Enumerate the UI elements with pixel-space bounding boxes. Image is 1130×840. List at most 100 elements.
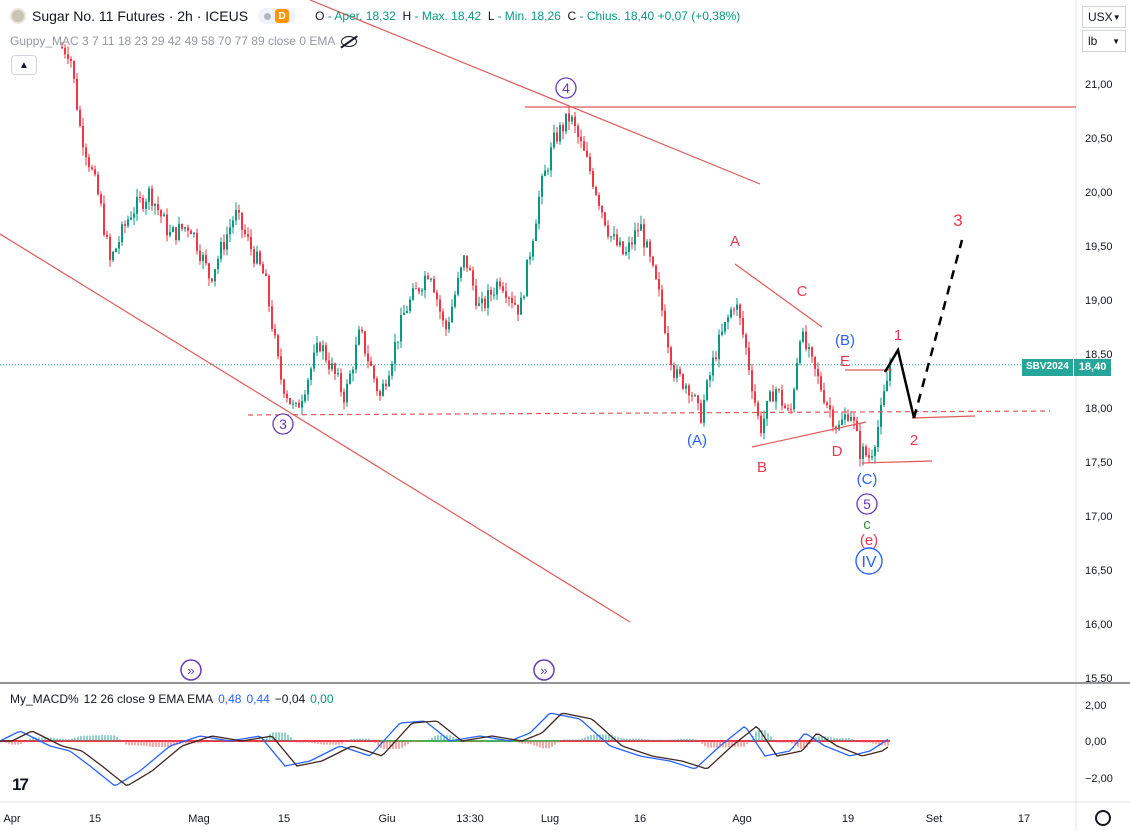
candle-body (100, 194, 102, 204)
candle-body (787, 408, 789, 410)
collapse-legend-button[interactable]: ▲ (11, 55, 37, 75)
price-tick-label: 20,00 (1085, 187, 1113, 199)
candle-body (649, 241, 651, 257)
candle-body (238, 210, 240, 213)
event-marker-glyph: » (540, 663, 547, 678)
candle-body (487, 289, 489, 308)
candle-body (613, 234, 615, 237)
candle-body (166, 214, 168, 236)
candle-body (562, 125, 564, 132)
candle-body (505, 291, 507, 298)
macd-legend[interactable]: My_MACD% 12 26 close 9 EMA EMA 0,48 0,44… (10, 692, 334, 706)
candle-body (61, 46, 63, 49)
candle-body (457, 277, 459, 295)
candle-body (784, 405, 786, 409)
candle-body (544, 170, 546, 177)
candle-body (601, 206, 603, 213)
candle-body (568, 113, 570, 122)
candle-body (178, 223, 180, 241)
candle-body (535, 223, 537, 241)
candle-body (496, 281, 498, 295)
candle-body (319, 342, 321, 352)
guppy-indicator-legend[interactable]: Guppy_MAC 3 7 11 18 23 29 42 49 58 70 77… (10, 34, 358, 48)
candle-body (481, 298, 483, 304)
candle-body (553, 132, 555, 148)
candle-body (463, 255, 465, 268)
candle-body (262, 264, 264, 274)
candle-body (652, 256, 654, 266)
candle-body (796, 363, 798, 390)
candle-body (832, 409, 834, 427)
candle-body (220, 241, 222, 259)
candle-body (691, 395, 693, 397)
candle-body (709, 375, 711, 381)
candle-body (130, 217, 132, 220)
candle-body (430, 278, 432, 280)
candle-body (550, 147, 552, 171)
candle-body (799, 341, 801, 364)
ohlc-values: O - Aper. 18,32 H - Max. 18,42 L - Min. … (315, 9, 741, 23)
symbol-title[interactable]: Sugar No. 11 Futures · 2h · ICEUS (32, 8, 249, 24)
candle-body (175, 227, 177, 241)
currency-select[interactable]: USX ▼ (1082, 6, 1126, 28)
price-tick-label: 18,50 (1085, 349, 1113, 361)
candle-body (64, 48, 66, 55)
candle-body (427, 275, 429, 280)
candle-body (442, 311, 444, 321)
price-tick-label: 21,00 (1085, 79, 1113, 91)
candle-body (145, 201, 147, 209)
candle-body (841, 419, 843, 425)
candle-body (367, 353, 369, 362)
candle-body (526, 259, 528, 297)
time-tick-label: 15 (89, 813, 101, 825)
candle-body (607, 225, 609, 237)
candle-body (865, 446, 867, 456)
candle-body (772, 391, 774, 402)
candle-body (88, 157, 90, 168)
candle-body (574, 116, 576, 126)
candle-body (67, 54, 69, 59)
wave-label-b-paren: (B) (835, 332, 855, 349)
unit-select[interactable]: lb ▼ (1082, 30, 1126, 52)
market-status-pill[interactable]: D (258, 8, 296, 24)
candle-body (445, 320, 447, 330)
candle-body (859, 430, 861, 459)
candle-body (814, 356, 816, 369)
candle-body (610, 236, 612, 238)
candle-body (358, 329, 360, 345)
candle-body (286, 393, 288, 399)
price-tick-label: 17,00 (1085, 511, 1113, 523)
candle-body (571, 116, 573, 122)
settings-gear-icon[interactable] (1095, 810, 1111, 826)
time-tick-label: 19 (842, 813, 854, 825)
candle-body (370, 361, 372, 366)
candle-body (850, 417, 852, 421)
price-tick-label: 18,00 (1085, 403, 1113, 415)
candle-body (397, 341, 399, 343)
tradingview-logo-icon[interactable]: 17 (12, 775, 29, 794)
candle-body (466, 255, 468, 269)
wave-label-4: 4 (562, 80, 570, 96)
candle-body (160, 210, 162, 217)
chevron-down-icon: ▼ (1112, 36, 1120, 46)
candle-body (388, 375, 390, 387)
candle-body (70, 58, 72, 61)
market-closed-dot-icon (264, 12, 272, 20)
candle-body (595, 186, 597, 195)
candle-body (283, 379, 285, 394)
candle-body (97, 174, 99, 195)
price-tick-label: 19,00 (1085, 295, 1113, 307)
candle-body (529, 256, 531, 260)
candle-body (622, 241, 624, 255)
candle-body (742, 317, 744, 335)
hidden-eye-icon[interactable] (341, 35, 358, 47)
candle-body (580, 136, 582, 142)
candle-body (307, 379, 309, 395)
candle-body (151, 188, 153, 206)
candle-body (661, 289, 663, 311)
trendline-upper (309, 0, 761, 185)
candle-body (202, 254, 204, 261)
candle-body (508, 297, 510, 299)
candle-body (121, 224, 123, 243)
